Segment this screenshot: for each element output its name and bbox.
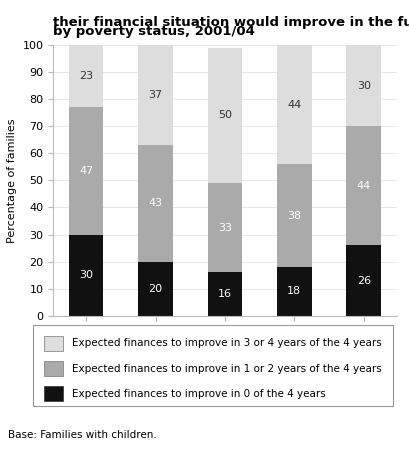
Text: Base: Families with children.: Base: Families with children. <box>8 430 157 440</box>
Text: Expected finances to improve in 3 or 4 years of the 4 years: Expected finances to improve in 3 or 4 y… <box>72 338 382 348</box>
Text: 30: 30 <box>357 81 371 91</box>
Y-axis label: Percentage of families: Percentage of families <box>7 118 17 243</box>
Bar <box>138 262 173 316</box>
Text: 50: 50 <box>218 110 232 120</box>
Text: 26: 26 <box>357 276 371 285</box>
Text: 30: 30 <box>79 270 93 280</box>
Text: 37: 37 <box>148 90 163 100</box>
Bar <box>277 45 312 164</box>
Text: 44: 44 <box>287 100 301 110</box>
Bar <box>138 45 173 145</box>
Bar <box>69 235 103 316</box>
Text: 23: 23 <box>79 71 93 81</box>
Text: by poverty status, 2001/04: by poverty status, 2001/04 <box>53 25 255 38</box>
Bar <box>346 245 381 316</box>
Bar <box>69 45 103 107</box>
FancyBboxPatch shape <box>43 336 63 351</box>
Text: 20: 20 <box>148 284 163 294</box>
Text: 18: 18 <box>287 286 301 296</box>
Bar <box>138 145 173 262</box>
Text: 44: 44 <box>357 181 371 191</box>
Bar <box>69 107 103 235</box>
Bar <box>208 183 242 272</box>
Text: 38: 38 <box>287 211 301 221</box>
Text: 16: 16 <box>218 289 232 299</box>
Bar <box>208 272 242 316</box>
Bar <box>208 48 242 183</box>
FancyBboxPatch shape <box>43 361 63 376</box>
Bar <box>277 267 312 316</box>
Text: Expected finances to improve in 0 of the 4 years: Expected finances to improve in 0 of the… <box>72 389 326 399</box>
Text: 33: 33 <box>218 223 232 233</box>
Text: Expected finances to improve in 1 or 2 years of the 4 years: Expected finances to improve in 1 or 2 y… <box>72 364 382 373</box>
Bar <box>346 126 381 245</box>
Bar <box>277 164 312 267</box>
Text: 47: 47 <box>79 166 93 176</box>
Text: their financial situation would improve in the future,: their financial situation would improve … <box>53 16 409 29</box>
Bar <box>346 45 381 126</box>
FancyBboxPatch shape <box>43 387 63 401</box>
Text: 43: 43 <box>148 198 163 208</box>
